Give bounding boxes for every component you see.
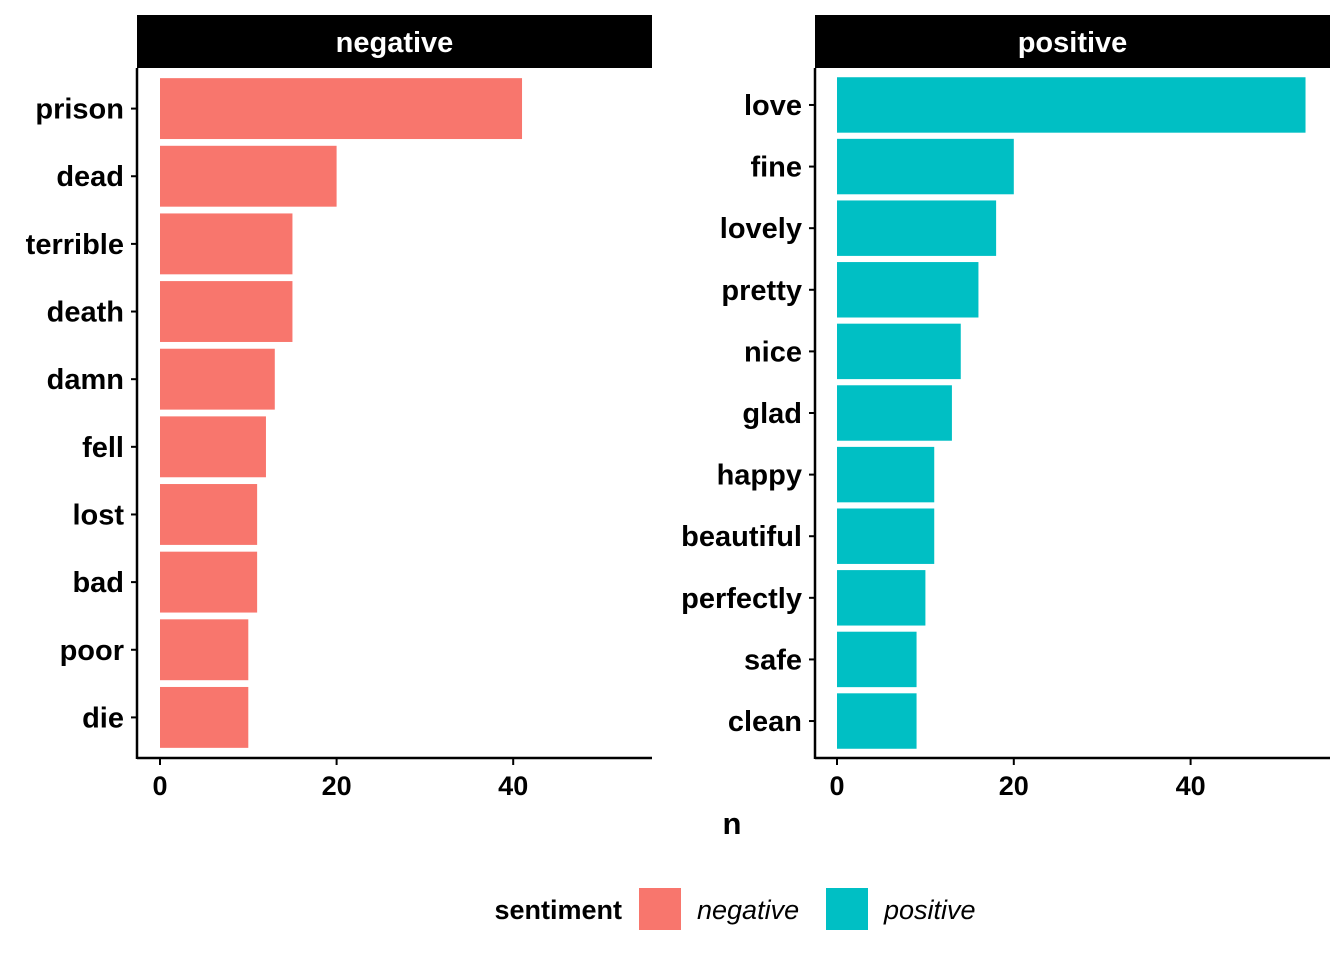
legend-label-negative: negative [697, 895, 799, 925]
category-label-positive-beautiful: beautiful [681, 521, 802, 553]
bar-positive-beautiful [837, 508, 935, 564]
category-label-positive-fine: fine [750, 152, 802, 184]
category-label-negative-death: death [47, 297, 124, 329]
bar-positive-clean [837, 693, 917, 749]
category-label-positive-glad: glad [742, 398, 802, 430]
category-label-negative-terrible: terrible [26, 229, 124, 261]
x-tick-label-positive-20: 20 [999, 771, 1029, 801]
facet-panel-negative: negative prison dead terrible death damn fell l… [26, 15, 652, 801]
legend-title: sentiment [494, 895, 622, 925]
bar-negative-lost [160, 484, 258, 545]
legend-key-positive [826, 888, 868, 930]
bar-positive-glad [837, 385, 952, 441]
bar-positive-fine [837, 138, 1014, 195]
bar-negative-poor [160, 619, 249, 681]
facet-strip-positive [815, 15, 1330, 68]
category-label-negative-die: die [82, 702, 124, 734]
legend-label-positive: positive [883, 895, 976, 925]
bar-positive-nice [837, 323, 961, 380]
legend-key-negative [639, 888, 681, 930]
category-label-negative-lost: lost [72, 499, 124, 531]
category-label-positive-safe: safe [744, 644, 802, 676]
category-label-negative-fell: fell [82, 432, 124, 464]
bar-negative-terrible [160, 213, 293, 275]
bar-positive-love [837, 77, 1306, 133]
category-label-negative-prison: prison [35, 94, 124, 126]
bar-negative-bad [160, 551, 258, 613]
bar-positive-safe [837, 631, 917, 688]
bar-positive-pretty [837, 262, 979, 318]
x-tick-label-negative-20: 20 [322, 771, 352, 801]
bar-negative-damn [160, 348, 275, 410]
legend: sentiment negative positive [494, 888, 976, 930]
bar-positive-perfectly [837, 570, 926, 626]
facet-strip-label-negative: negative [336, 27, 454, 59]
category-label-positive-perfectly: perfectly [681, 583, 802, 615]
category-label-negative-poor: poor [60, 635, 124, 667]
bar-negative-die [160, 686, 249, 748]
x-tick-label-positive-0: 0 [829, 771, 844, 801]
bar-negative-prison [160, 78, 523, 140]
facets-group: negative prison dead terrible death damn fell l… [26, 15, 1330, 801]
bar-negative-dead [160, 145, 337, 207]
category-label-negative-dead: dead [56, 161, 124, 193]
x-tick-label-negative-40: 40 [498, 771, 528, 801]
category-label-positive-love: love [744, 90, 802, 122]
x-tick-label-negative-0: 0 [152, 771, 167, 801]
facet-strip-negative [137, 15, 652, 68]
category-label-positive-nice: nice [744, 336, 802, 368]
bar-positive-lovely [837, 200, 997, 256]
category-label-negative-damn: damn [47, 364, 124, 396]
category-label-positive-clean: clean [728, 706, 802, 738]
bar-negative-death [160, 281, 293, 342]
category-label-positive-pretty: pretty [721, 275, 802, 307]
category-label-negative-bad: bad [72, 567, 124, 599]
facet-panel-positive: positive love fine lovely pretty nice glad happ… [681, 15, 1330, 801]
x-axis-title: n [723, 806, 742, 841]
category-label-positive-happy: happy [717, 460, 802, 492]
category-label-positive-lovely: lovely [720, 213, 802, 245]
facet-strip-label-positive: positive [1018, 27, 1128, 59]
bar-negative-fell [160, 416, 266, 478]
x-tick-label-positive-40: 40 [1176, 771, 1206, 801]
bar-positive-happy [837, 446, 935, 503]
